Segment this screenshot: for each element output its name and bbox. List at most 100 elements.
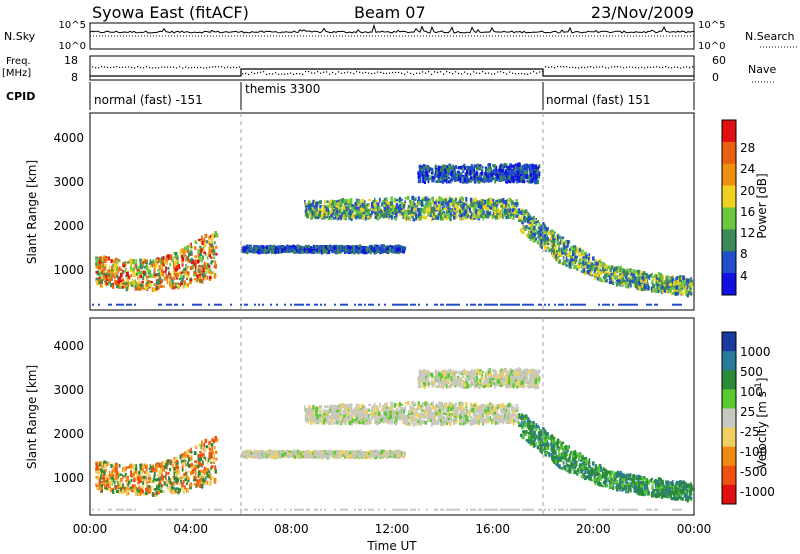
power-ground-cell [324,303,326,306]
power-echo-cell [197,238,200,241]
power-echo-cell [380,245,384,250]
power-echo-cell [471,203,475,208]
power-echo-cell [178,271,181,275]
power-echo-cell [483,214,487,219]
power-echo-cell [481,169,484,174]
power-echo-cell [338,209,341,214]
power-echo-cell [167,275,170,278]
power-echo-cell [248,244,251,250]
power-echo-cell [513,214,516,218]
power-echo-cell [111,259,115,263]
power-echo-cell [210,234,212,238]
nave-dot [419,72,421,74]
power-echo-cell [441,200,444,206]
power-echo-cell [99,258,101,262]
power-echo-cell [569,259,572,264]
power-echo-cell [458,197,462,201]
power-echo-cell [101,283,103,288]
power-echo-cell [484,169,487,172]
power-echo-cell [105,275,108,278]
power-echo-cell [371,210,373,214]
power-echo-cell [148,280,151,285]
nave-dot [302,73,304,75]
power-echo-cell [208,246,211,252]
power-echo-cell [521,180,524,184]
power-ground-cell [624,303,626,306]
power-echo-cell [512,178,515,183]
nave-dot [287,73,289,75]
power-echo-cell [417,208,420,211]
velocity-echo-cell [185,469,187,472]
power-echo-cell [428,212,431,215]
power-echo-cell [625,268,629,272]
power-echo-cell [325,207,328,212]
power-ground-cell [502,303,504,306]
power-echo-cell [141,280,144,284]
power-echo-cell [522,165,525,168]
power-echo-cell [503,201,506,204]
velocity-echo-cell [187,477,190,483]
power-echo-cell [530,230,532,234]
power-echo-cell [482,179,485,184]
power-echo-cell [134,262,138,267]
power-echo-cell [459,211,463,214]
power-echo-cell [428,177,430,181]
power-echo-cell [503,171,506,175]
power-echo-cell [678,275,681,281]
power-echo-cell [619,274,621,280]
nave-dot [260,71,262,73]
power-echo-cell [476,172,479,175]
power-echo-cell [497,171,500,176]
power-echo-cell [114,257,118,261]
power-echo-cell [348,211,352,216]
power-echo-cell [397,197,400,203]
power-echo-cell [441,164,445,170]
power-echo-cell [552,250,555,255]
power-ground-cell [622,303,624,306]
power-echo-cell [160,284,163,288]
power-ground-cell [516,303,518,306]
power-echo-cell [375,215,379,219]
nave-dot [404,73,406,75]
power-echo-cell [568,262,572,267]
power-echo-cell [346,199,349,202]
power-echo-cell [351,210,354,214]
velocity-echo-cell [150,468,154,473]
power-ground-cell [320,303,322,306]
power-echo-cell [170,276,173,279]
power-echo-cell [315,206,318,212]
power-echo-cell [407,204,410,209]
nave-dot [554,67,556,69]
power-ground-cell [456,303,458,306]
power-echo-cell [466,169,469,174]
station-title: Syowa East (fitACF) [92,3,249,22]
power-ground-cell [524,303,526,306]
power-ground-cell [402,303,404,306]
power-echo-cell [554,238,557,243]
power-echo-cell [453,176,457,181]
nave-dot [383,72,385,74]
power-echo-cell [656,279,659,283]
power-echo-cell [464,209,468,215]
power-echo-cell [129,269,133,272]
power-ground-cell [170,303,172,306]
power-echo-cell [178,277,181,281]
power-echo-cell [523,180,526,184]
power-echo-cell [644,276,647,279]
power-echo-cell [453,169,457,174]
nave-dot [398,71,400,74]
power-echo-cell [408,210,412,213]
power-echo-cell [182,254,185,259]
power-echo-cell [176,261,179,264]
power-echo-cell [123,284,126,288]
power-echo-cell [122,278,124,281]
nave-dot [98,67,100,69]
power-echo-cell [119,279,123,283]
power-echo-cell [595,261,598,266]
power-echo-cell [387,205,389,211]
nave-dot [146,66,148,68]
power-echo-cell [504,172,507,177]
power-echo-cell [258,247,261,251]
nave-dot [530,72,532,74]
power-echo-cell [346,207,350,211]
